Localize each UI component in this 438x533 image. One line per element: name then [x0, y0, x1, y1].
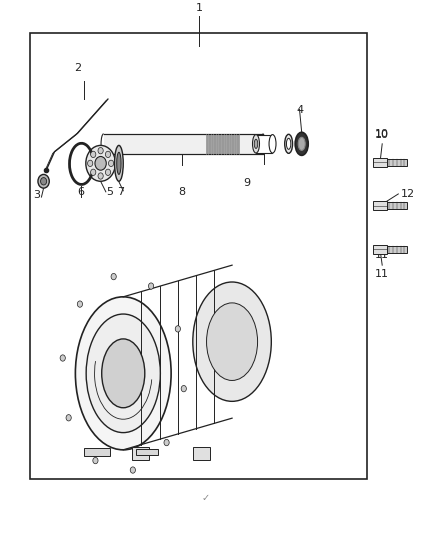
Bar	[193, 447, 210, 461]
Circle shape	[38, 174, 49, 188]
Circle shape	[98, 148, 103, 154]
Text: 10: 10	[375, 128, 389, 139]
Ellipse shape	[286, 138, 291, 149]
Text: 11: 11	[375, 269, 389, 279]
Ellipse shape	[86, 314, 160, 433]
Circle shape	[95, 157, 106, 170]
Text: 1: 1	[196, 4, 203, 13]
Bar	[387, 202, 406, 209]
Text: 2: 2	[74, 62, 81, 72]
Ellipse shape	[207, 303, 258, 381]
Text: 12: 12	[400, 189, 415, 199]
Bar	[206, 134, 239, 154]
Bar	[373, 245, 387, 254]
Ellipse shape	[193, 282, 271, 401]
Circle shape	[164, 439, 169, 446]
Text: 4: 4	[296, 105, 303, 115]
Circle shape	[175, 326, 180, 332]
Circle shape	[106, 169, 111, 175]
Bar	[387, 159, 406, 166]
Text: ✓: ✓	[202, 492, 210, 503]
Bar	[373, 158, 387, 167]
Bar	[373, 201, 387, 211]
Bar	[387, 246, 406, 253]
Text: 6: 6	[78, 187, 85, 197]
Text: 9: 9	[244, 178, 251, 188]
Circle shape	[91, 169, 96, 175]
Ellipse shape	[269, 135, 276, 153]
Bar	[84, 448, 110, 456]
Circle shape	[148, 283, 154, 289]
Text: 10: 10	[375, 130, 389, 140]
Circle shape	[41, 177, 47, 185]
Ellipse shape	[295, 132, 308, 155]
Ellipse shape	[298, 138, 305, 150]
Circle shape	[88, 160, 93, 166]
Text: 11: 11	[375, 250, 389, 260]
Ellipse shape	[253, 135, 259, 153]
Circle shape	[130, 467, 135, 473]
Bar	[132, 447, 149, 461]
Ellipse shape	[75, 297, 171, 450]
Bar	[30, 33, 367, 479]
Text: 5: 5	[106, 187, 113, 197]
Bar	[104, 134, 262, 154]
Circle shape	[98, 173, 103, 179]
Ellipse shape	[102, 339, 145, 408]
Circle shape	[86, 146, 116, 181]
Text: 8: 8	[178, 187, 186, 197]
Circle shape	[66, 415, 71, 421]
Ellipse shape	[254, 139, 258, 148]
Bar	[255, 135, 272, 153]
Text: 3: 3	[34, 190, 41, 200]
Ellipse shape	[285, 134, 293, 154]
Circle shape	[93, 457, 98, 464]
Circle shape	[106, 151, 111, 158]
Circle shape	[109, 160, 114, 166]
Ellipse shape	[115, 146, 123, 181]
Circle shape	[78, 301, 82, 307]
Circle shape	[60, 355, 65, 361]
Bar	[136, 449, 158, 455]
Circle shape	[91, 151, 96, 158]
Circle shape	[111, 273, 116, 280]
Circle shape	[181, 385, 187, 392]
Text: 7: 7	[117, 187, 124, 197]
Ellipse shape	[117, 152, 121, 174]
